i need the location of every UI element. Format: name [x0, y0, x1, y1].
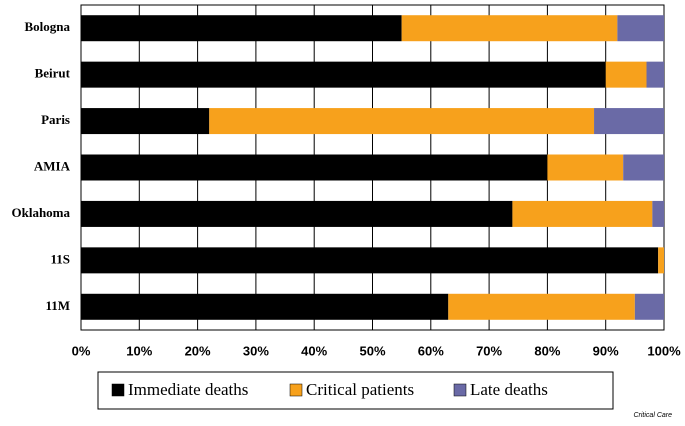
bar-segment [448, 293, 635, 320]
bar-segment [623, 154, 664, 181]
x-tick-label: 70% [476, 343, 502, 358]
bar-segment [401, 15, 618, 42]
bar-segment [605, 61, 647, 88]
x-tick-label: 60% [418, 343, 444, 358]
y-tick-label: Oklahoma [11, 205, 70, 220]
x-tick-label: 30% [243, 343, 269, 358]
bar-segment [547, 154, 624, 181]
y-tick-label: 11M [45, 298, 70, 313]
x-tick-label: 0% [72, 343, 91, 358]
legend-label: Late deaths [470, 380, 548, 399]
y-tick-label: Beirut [35, 66, 71, 81]
x-tick-label: 10% [126, 343, 152, 358]
bar-segment [634, 293, 664, 320]
bar-segment [652, 200, 664, 227]
y-tick-label: AMIA [34, 158, 71, 173]
bar-segment [646, 61, 664, 88]
bar-segment [81, 293, 449, 320]
bar-segment [81, 154, 548, 181]
bar-segment [209, 108, 595, 135]
x-tick-label: 40% [301, 343, 327, 358]
legend-label: Critical patients [306, 380, 414, 399]
x-tick-label: 50% [359, 343, 385, 358]
bar-segment [594, 108, 664, 135]
bar-segment [81, 200, 513, 227]
y-tick-label: 11S [50, 251, 70, 266]
bar-segment [81, 108, 210, 135]
bar-segment [658, 247, 664, 274]
bar-segment [81, 61, 606, 88]
bar-segment [81, 15, 402, 42]
x-tick-label: 80% [534, 343, 560, 358]
x-tick-label: 20% [185, 343, 211, 358]
legend-label: Immediate deaths [128, 380, 248, 399]
bar-segment [617, 15, 664, 42]
x-tick-label: 100% [647, 343, 681, 358]
y-tick-label: Paris [41, 112, 70, 127]
legend-swatch [453, 383, 467, 397]
legend-swatch [289, 383, 303, 397]
legend-box [97, 371, 614, 410]
source-note: Critical Care [633, 412, 672, 419]
y-tick-label: Bologna [24, 19, 70, 34]
x-tick-label: 90% [593, 343, 619, 358]
bar-segment [512, 200, 653, 227]
bar-segment [81, 247, 659, 274]
legend-swatch [111, 383, 125, 397]
